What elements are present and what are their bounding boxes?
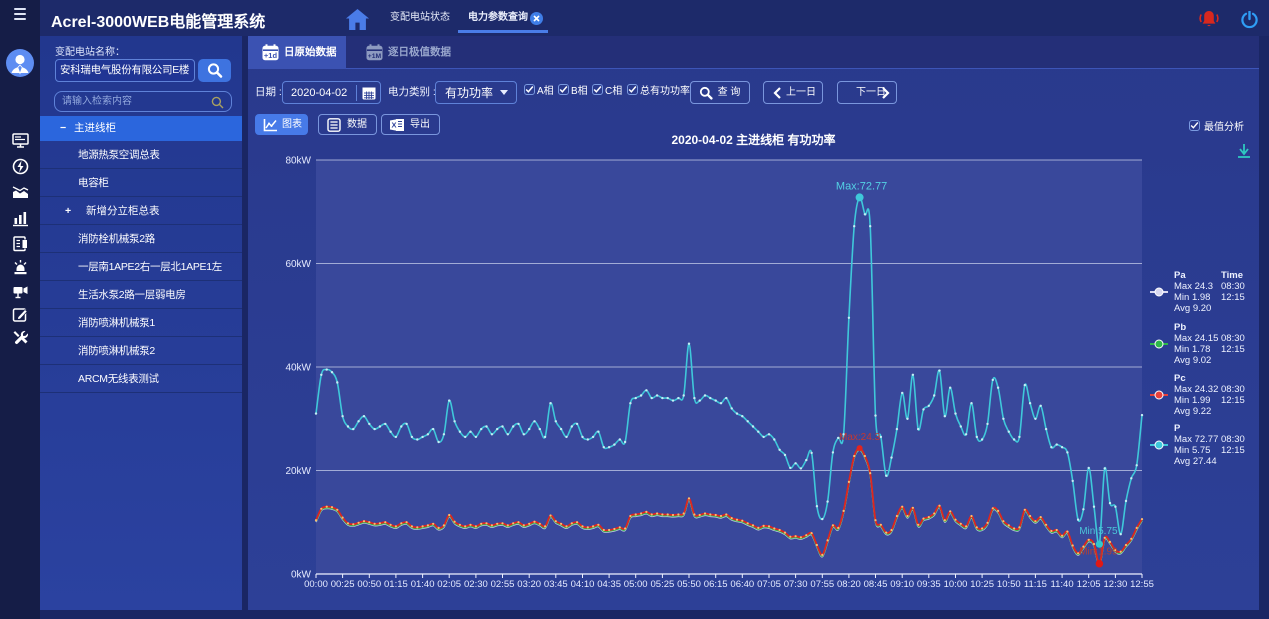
svg-text:08:30: 08:30 (1221, 384, 1245, 395)
svg-text:Min:5.75: Min:5.75 (1079, 526, 1118, 537)
svg-text:12:05: 12:05 (1077, 579, 1101, 590)
svg-text:05:25: 05:25 (651, 579, 675, 590)
svg-text:01:40: 01:40 (411, 579, 435, 590)
svg-text:12:15: 12:15 (1221, 445, 1245, 456)
svg-text:Pb: Pb (1174, 322, 1186, 333)
svg-text:05:00: 05:00 (624, 579, 648, 590)
svg-text:+1d: +1d (264, 51, 278, 60)
svg-text:Max 24.32: Max 24.32 (1174, 384, 1218, 395)
svg-text:Pc: Pc (1174, 373, 1186, 384)
svg-text:03:20: 03:20 (517, 579, 541, 590)
svg-text:11:40: 11:40 (1051, 579, 1074, 590)
svg-text:12:30: 12:30 (1104, 579, 1128, 590)
svg-text:08:45: 08:45 (864, 579, 888, 590)
svg-text:10:00: 10:00 (944, 579, 968, 590)
svg-text:12:55: 12:55 (1130, 579, 1154, 590)
svg-text:03:45: 03:45 (544, 579, 568, 590)
svg-text:Avg 9.02: Avg 9.02 (1174, 355, 1211, 366)
svg-text:08:20: 08:20 (837, 579, 861, 590)
svg-text:08:30: 08:30 (1221, 281, 1245, 292)
svg-text:06:40: 06:40 (730, 579, 754, 590)
svg-text:02:30: 02:30 (464, 579, 488, 590)
svg-text:02:55: 02:55 (491, 579, 515, 590)
svg-text:01:15: 01:15 (384, 579, 408, 590)
svg-text:11:15: 11:15 (1024, 579, 1047, 590)
svg-text:40kW: 40kW (285, 363, 311, 374)
svg-text:00:00: 00:00 (304, 579, 328, 590)
svg-text:Max 24.3: Max 24.3 (1174, 281, 1213, 292)
svg-text:12:15: 12:15 (1221, 344, 1245, 355)
svg-text:X: X (391, 121, 396, 130)
svg-text:00:25: 00:25 (331, 579, 355, 590)
svg-text:Min 1.98: Min 1.98 (1174, 292, 1210, 303)
svg-text:Time: Time (1221, 270, 1243, 281)
svg-text:Pa: Pa (1174, 270, 1186, 281)
svg-text:07:05: 07:05 (757, 579, 781, 590)
svg-text:Min:1.99: Min:1.99 (1079, 547, 1118, 558)
svg-text:Avg 9.22: Avg 9.22 (1174, 406, 1211, 417)
svg-text:07:30: 07:30 (784, 579, 808, 590)
svg-text:10:25: 10:25 (970, 579, 994, 590)
svg-text:10:50: 10:50 (997, 579, 1021, 590)
svg-text:00:50: 00:50 (357, 579, 381, 590)
svg-text:0kW: 0kW (291, 570, 312, 581)
svg-text:60kW: 60kW (285, 259, 311, 270)
svg-text:12:15: 12:15 (1221, 395, 1245, 406)
svg-text:Max:72.77: Max:72.77 (836, 180, 887, 192)
svg-text:+1M: +1M (368, 53, 382, 60)
svg-text:07:55: 07:55 (810, 579, 834, 590)
svg-text:Min 1.99: Min 1.99 (1174, 395, 1210, 406)
svg-text:06:15: 06:15 (704, 579, 728, 590)
svg-text:80kW: 80kW (285, 156, 311, 167)
svg-text:08:30: 08:30 (1221, 333, 1245, 344)
svg-text:02:05: 02:05 (437, 579, 461, 590)
svg-text:04:35: 04:35 (597, 579, 621, 590)
svg-text:20kW: 20kW (285, 466, 311, 477)
svg-text:P: P (1174, 423, 1181, 434)
svg-text:Avg 27.44: Avg 27.44 (1174, 456, 1217, 467)
svg-text:Min 5.75: Min 5.75 (1174, 445, 1210, 456)
svg-text:08:30: 08:30 (1221, 434, 1245, 445)
svg-text:04:10: 04:10 (571, 579, 595, 590)
svg-text:09:10: 09:10 (890, 579, 914, 590)
svg-text:Avg 9.20: Avg 9.20 (1174, 303, 1211, 314)
svg-text:Max 72.77: Max 72.77 (1174, 434, 1218, 445)
svg-text:09:35: 09:35 (917, 579, 941, 590)
svg-text:05:50: 05:50 (677, 579, 701, 590)
svg-text:Max:24.3: Max:24.3 (839, 432, 881, 443)
svg-text:Min 1.78: Min 1.78 (1174, 344, 1210, 355)
svg-text:12:15: 12:15 (1221, 292, 1245, 303)
svg-text:Max 24.15: Max 24.15 (1174, 333, 1218, 344)
